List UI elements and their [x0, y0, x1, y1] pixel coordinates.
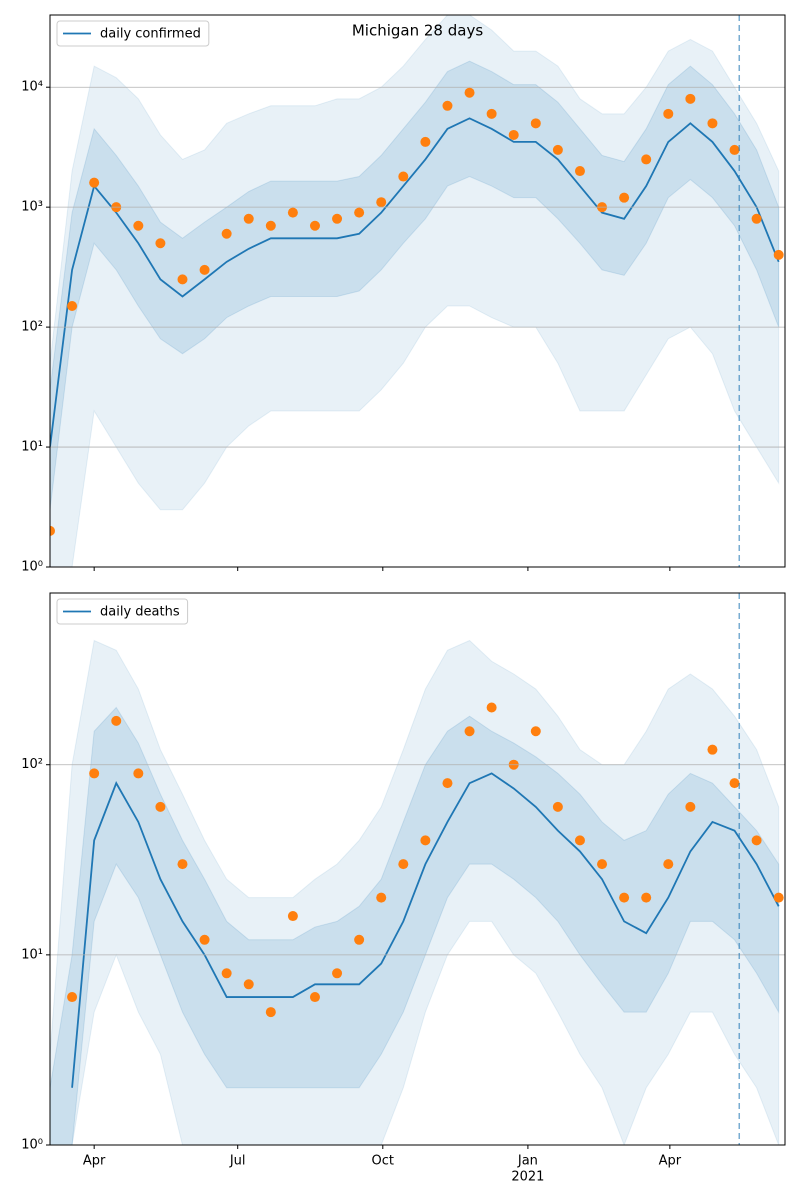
observed-point	[111, 715, 122, 726]
observed-point	[354, 207, 365, 218]
observed-point	[155, 238, 166, 249]
x-tick-label: Jul	[229, 1154, 246, 1169]
observed-point	[597, 859, 608, 870]
observed-point	[177, 859, 188, 870]
observed-point	[309, 992, 320, 1003]
observed-point	[420, 835, 431, 846]
x-tick-label: Oct	[372, 1154, 394, 1169]
legend: daily confirmed	[56, 20, 210, 47]
observed-point	[309, 220, 320, 231]
observed-point	[530, 726, 541, 737]
observed-point	[751, 835, 762, 846]
observed-point	[464, 87, 475, 98]
observed-point	[552, 801, 563, 812]
observed-point	[332, 213, 343, 224]
axes-frame	[49, 14, 786, 568]
x-tick-label: Apr	[659, 1154, 682, 1169]
legend-box	[56, 20, 210, 47]
observed-point	[619, 892, 630, 903]
y-tick-label: 10⁰	[21, 560, 43, 575]
y-tick-label: 10⁰	[21, 1138, 43, 1153]
observed-point	[155, 801, 166, 812]
median-line	[71, 772, 780, 1088]
axes-frame	[49, 592, 786, 1146]
y-tick-label: 10¹	[21, 440, 43, 455]
observed-point	[442, 778, 453, 789]
observed-point	[663, 108, 674, 119]
observed-point	[530, 118, 541, 129]
observed-point	[89, 768, 100, 779]
observed-point	[508, 129, 519, 140]
observed-point	[641, 154, 652, 165]
observed-point	[574, 835, 585, 846]
observed-point	[287, 207, 298, 218]
observed-point	[398, 859, 409, 870]
x-tick-label: Jan	[517, 1154, 538, 1169]
uncertainty-band	[50, 15, 780, 567]
observed-point	[50, 525, 55, 536]
observed-point	[464, 726, 475, 737]
observed-point	[265, 1007, 276, 1018]
observed-point	[420, 136, 431, 147]
panel: 10⁰ 10¹ 10² Apr Jul Oct Jan Apr 2021 daily deaths	[21, 592, 786, 1185]
observed-point	[685, 93, 696, 104]
observed-point	[243, 979, 254, 990]
x-year-label: 2021	[511, 1170, 544, 1185]
observed-point	[265, 220, 276, 231]
observed-point	[243, 213, 254, 224]
legend-label: daily deaths	[100, 605, 180, 620]
observed-point	[574, 166, 585, 177]
plot-area	[50, 15, 784, 567]
observed-point	[133, 220, 144, 231]
observed-point	[221, 968, 232, 979]
observed-point	[133, 768, 144, 779]
observed-point	[619, 192, 630, 203]
observed-point	[663, 859, 674, 870]
observed-point	[177, 274, 188, 285]
observed-point	[641, 892, 652, 903]
y-tick-label: 10¹	[21, 947, 43, 962]
observed-point	[332, 968, 343, 979]
observed-point	[729, 778, 740, 789]
y-tick-label: 10⁴	[21, 80, 43, 95]
observed-point	[552, 144, 563, 155]
observed-point	[685, 801, 696, 812]
y-tick-label: 10³	[21, 200, 43, 215]
x-tick-label: Apr	[83, 1154, 106, 1169]
observed-point	[67, 992, 78, 1003]
median-line	[50, 117, 780, 448]
observed-point	[442, 100, 453, 111]
observed-point	[221, 228, 232, 239]
observed-point	[376, 892, 387, 903]
panel: 10⁰ 10¹ 10² 10³ 10⁴ daily confirmed Michigan 2…	[21, 14, 786, 575]
y-tick-label: 10²	[21, 320, 43, 335]
observed-point	[199, 264, 210, 275]
observed-point	[707, 118, 718, 129]
observed-point	[707, 744, 718, 755]
observed-point	[751, 213, 762, 224]
observed-point	[89, 177, 100, 188]
observed-point	[773, 892, 784, 903]
observed-point	[199, 934, 210, 945]
legend-label: daily confirmed	[100, 27, 201, 42]
observed-point	[486, 702, 497, 713]
observed-point	[398, 171, 409, 182]
y-tick-label: 10²	[21, 757, 43, 772]
observed-point	[486, 108, 497, 119]
uncertainty-band	[50, 706, 780, 1145]
observed-point	[376, 197, 387, 208]
observed-point	[729, 144, 740, 155]
observed-point	[773, 249, 784, 260]
observed-point	[287, 911, 298, 922]
legend: daily deaths	[56, 598, 189, 625]
chart-title: Michigan 28 days	[352, 22, 483, 40]
observed-point	[67, 300, 78, 311]
legend-box	[56, 598, 189, 625]
observed-point	[354, 934, 365, 945]
plot-area	[50, 639, 784, 1145]
